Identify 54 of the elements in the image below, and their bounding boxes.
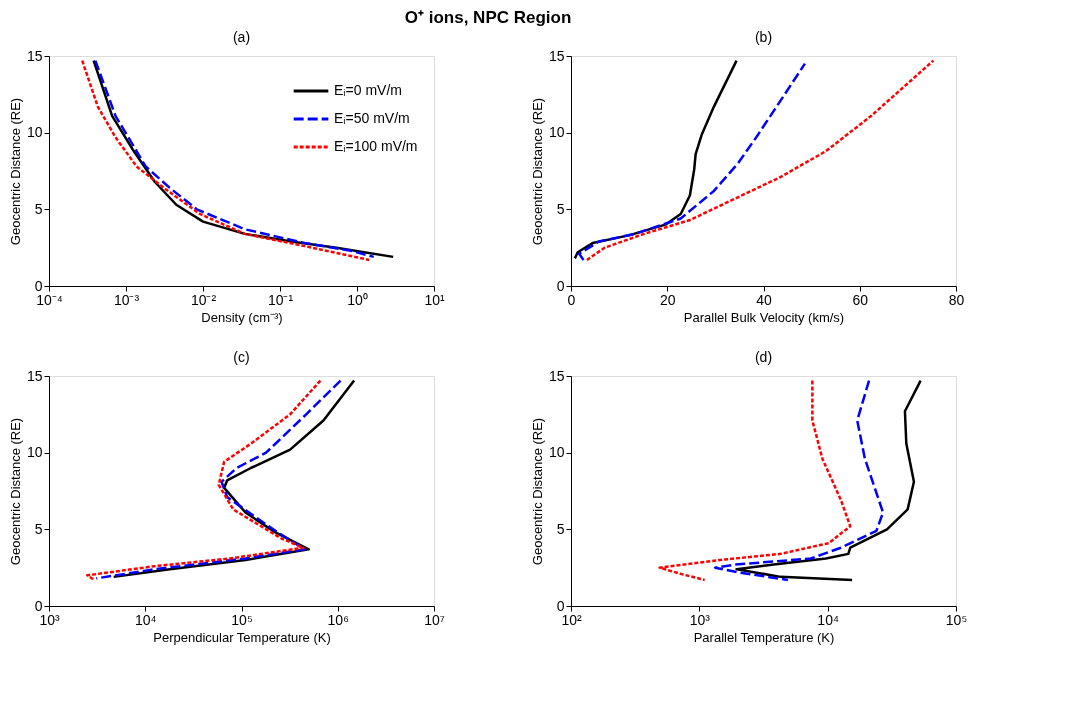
chart-title: (d) (754, 349, 773, 365)
x-tick-label: 20 (659, 291, 676, 308)
x-axis-title: Perpendicular Temperature (K) (153, 629, 331, 645)
legend-label: Eᵢ=100 mV/m (334, 138, 418, 154)
y-tick-label: 0 (556, 597, 565, 614)
y-tick-label: 5 (556, 520, 565, 537)
x-tick-label: 10³ (689, 611, 711, 628)
y-tick-label: 10 (548, 444, 565, 461)
x-axis-title: Density (cm⁻³) (201, 309, 283, 325)
text: O⁺ ions, NPC Region (404, 7, 572, 27)
y-tick-label: 0 (34, 277, 43, 294)
x-tick-label: 10⁶ (327, 611, 349, 628)
x-tick-label: 10⁻³ (113, 291, 140, 308)
y-tick-label: 15 (548, 47, 565, 64)
y-tick-label: 5 (34, 520, 43, 537)
y-tick-label: 0 (34, 597, 43, 614)
y-axis-title: Geocentric Distance (RE) (7, 417, 23, 566)
line-series (585, 59, 935, 262)
x-tick-label: 10¹ (424, 291, 445, 308)
x-axis-title: Parallel Bulk Velocity (km/s) (683, 309, 845, 325)
x-tick-label: 10⁷ (424, 611, 445, 628)
y-tick-label: 5 (556, 200, 565, 217)
x-tick-label: 10⁵ (945, 611, 968, 628)
y-tick-label: 10 (26, 124, 43, 141)
y-tick-label: 15 (548, 367, 565, 384)
y-tick-label: 15 (26, 47, 43, 64)
legend-label: Eᵢ=50 mV/m (334, 110, 410, 126)
y-tick-label: 15 (26, 367, 43, 384)
chart-title: (c) (233, 349, 250, 365)
x-tick-label: 10⁰ (347, 291, 368, 308)
x-tick-label: 10⁴ (817, 611, 839, 628)
x-axis-title: Parallel Temperature (K) (693, 629, 835, 645)
x-tick-label: 10⁻² (190, 291, 217, 308)
x-tick-label: 10⁻⁴ (36, 291, 63, 308)
line-series (577, 62, 807, 262)
y-tick-label: 5 (34, 200, 43, 217)
x-tick-label: 80 (948, 291, 965, 308)
chart-title: (b) (754, 29, 773, 45)
y-tick-label: 10 (26, 444, 43, 461)
x-tick-label: 40 (756, 291, 772, 308)
x-tick-label: 60 (852, 291, 869, 308)
legend-label: Eᵢ=0 mV/m (334, 82, 402, 98)
chart-title: (a) (232, 29, 251, 45)
x-tick-label: 10⁻¹ (267, 291, 294, 308)
x-tick-label: 10³ (39, 611, 60, 628)
x-tick-label: 10⁵ (231, 611, 253, 628)
x-tick-label: 0 (567, 291, 576, 308)
y-axis-title: Geocentric Distance (RE) (7, 97, 23, 246)
x-tick-label: 10² (561, 611, 582, 628)
y-axis-title: Geocentric Distance (RE) (529, 417, 545, 566)
y-tick-label: 10 (548, 124, 565, 141)
y-tick-label: 0 (556, 277, 565, 294)
x-tick-label: 10⁴ (134, 611, 157, 628)
y-axis-title: Geocentric Distance (RE) (529, 97, 545, 246)
